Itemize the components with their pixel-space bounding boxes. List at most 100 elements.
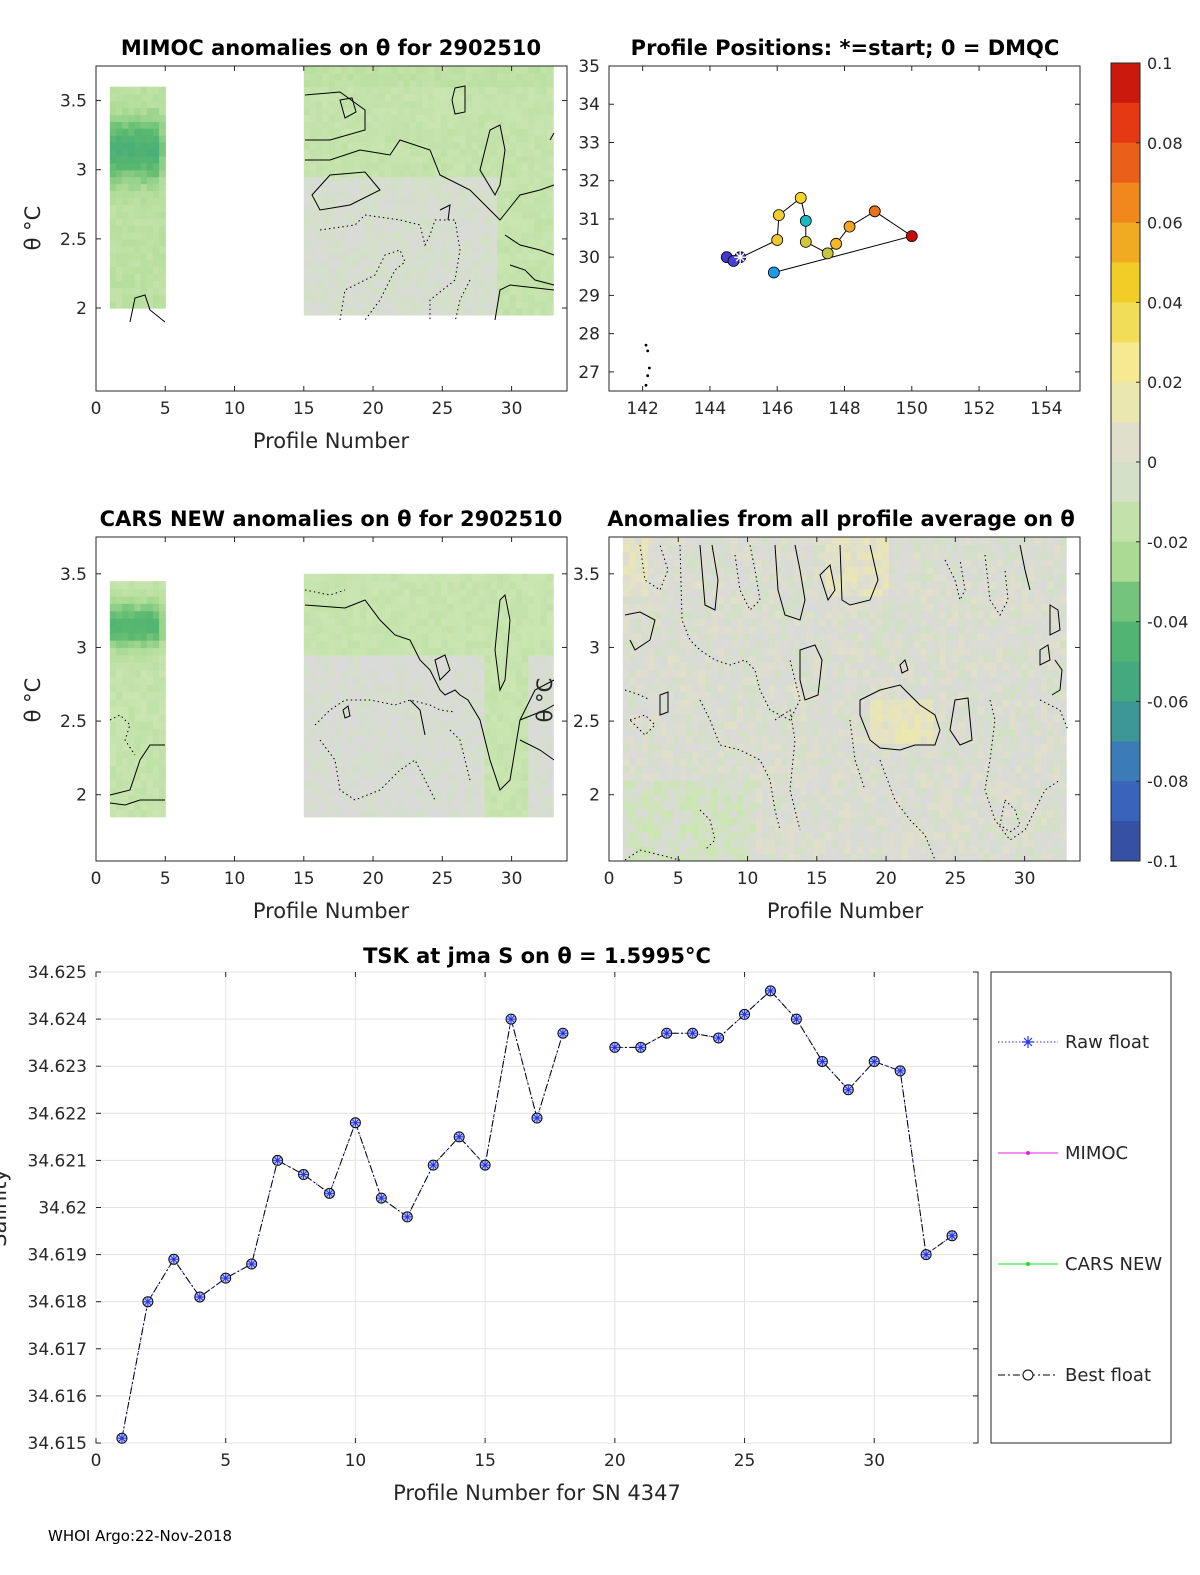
heat-cell: [478, 669, 486, 678]
heat-cell: [509, 259, 517, 268]
heat-cell: [459, 632, 467, 641]
heat-cell: [660, 691, 668, 700]
heat-cell: [359, 662, 367, 671]
heat-cell: [134, 640, 142, 649]
heat-cell: [159, 802, 166, 811]
heat-cell: [812, 603, 820, 612]
heat-cell: [316, 238, 324, 247]
heat-cell: [515, 603, 523, 612]
heat-cell: [838, 831, 846, 840]
heat-cell: [546, 183, 554, 192]
heat-cell: [428, 706, 436, 715]
heat-cell: [465, 308, 473, 316]
heat-cell: [534, 780, 542, 788]
heat-cell: [503, 301, 511, 309]
heat-cell: [654, 853, 662, 861]
heat-cell: [768, 537, 776, 545]
heat-cell: [749, 853, 757, 861]
heat-cell: [328, 588, 336, 597]
heat-cell: [819, 669, 827, 678]
heat-cell: [122, 218, 129, 226]
heat-cell: [800, 831, 808, 840]
heat-cell: [787, 551, 795, 560]
heat-cell: [440, 809, 448, 818]
heat-cell: [698, 632, 706, 641]
heat-cell: [698, 831, 706, 840]
heat-cell: [515, 107, 523, 116]
heat-cell: [334, 231, 342, 240]
heat-cell: [416, 204, 423, 212]
heat-cell: [409, 231, 417, 240]
heat-cell: [660, 853, 668, 861]
heat-cell: [116, 595, 123, 604]
heat-cell: [497, 155, 504, 164]
heat-cell: [622, 647, 630, 656]
mimoc-xlabel: Profile Number: [253, 429, 410, 453]
heat-cell: [353, 780, 361, 788]
heat-cell: [540, 238, 548, 247]
heat-cell: [116, 750, 123, 759]
heat-cell: [629, 846, 637, 855]
heat-cell: [391, 802, 398, 811]
heat-cell: [459, 573, 467, 582]
heat-cell: [534, 662, 542, 671]
heat-cell: [812, 809, 820, 818]
heat-cell: [359, 618, 367, 626]
heat-cell: [459, 162, 467, 171]
heat-cell: [635, 706, 643, 715]
heat-cell: [831, 831, 839, 840]
heat-cell: [497, 728, 504, 737]
heat-cell: [366, 294, 373, 302]
heat-cell: [397, 721, 405, 730]
heat-cell: [497, 662, 504, 671]
heat-cell: [465, 721, 473, 730]
heat-cell: [705, 559, 713, 568]
heat-cell: [428, 287, 436, 295]
heat-cell: [819, 676, 827, 685]
heat-cell: [378, 162, 386, 171]
heat-cell: [422, 581, 430, 590]
heat-cell: [819, 588, 827, 597]
heat-cell: [490, 595, 498, 604]
heat-cell: [146, 721, 154, 730]
heat-cell: [159, 162, 166, 171]
heat-cell: [521, 121, 529, 129]
heat-cell: [428, 190, 436, 198]
cars-ylabel: θ °C: [21, 678, 45, 723]
heat-cell: [641, 743, 649, 752]
heat-cell: [140, 669, 148, 678]
heat-cell: [819, 691, 827, 700]
heat-cell: [422, 100, 430, 109]
heat-cell: [334, 787, 342, 796]
heat-cell: [787, 794, 795, 803]
heat-cell: [447, 743, 455, 752]
heat-cell: [749, 831, 757, 840]
heat-cell: [768, 625, 776, 634]
heat-cell: [397, 750, 405, 759]
heat-cell: [152, 176, 160, 185]
heat-cell: [128, 176, 136, 185]
heat-cell: [622, 735, 630, 744]
heat-cell: [503, 750, 511, 759]
heat-cell: [359, 148, 367, 157]
heat-cell: [316, 211, 324, 219]
heat-cell: [359, 231, 367, 240]
heat-cell: [812, 559, 820, 568]
heat-cell: [686, 772, 694, 781]
heat-cell: [353, 66, 361, 74]
heat-cell: [422, 750, 430, 759]
heat-cell: [347, 735, 355, 744]
heat-cell: [310, 238, 317, 247]
heat-cell: [366, 662, 373, 671]
heat-cell: [812, 728, 820, 737]
heat-cell: [679, 625, 687, 634]
heat-cell: [465, 757, 473, 766]
heat-cell: [484, 218, 492, 226]
heat-cell: [534, 618, 542, 626]
heat-cell: [322, 107, 330, 116]
heat-cell: [409, 135, 417, 143]
heat-cell: [812, 706, 820, 715]
y-tick-label: 35: [578, 57, 600, 77]
heat-cell: [353, 743, 361, 752]
heat-cell: [509, 743, 517, 752]
